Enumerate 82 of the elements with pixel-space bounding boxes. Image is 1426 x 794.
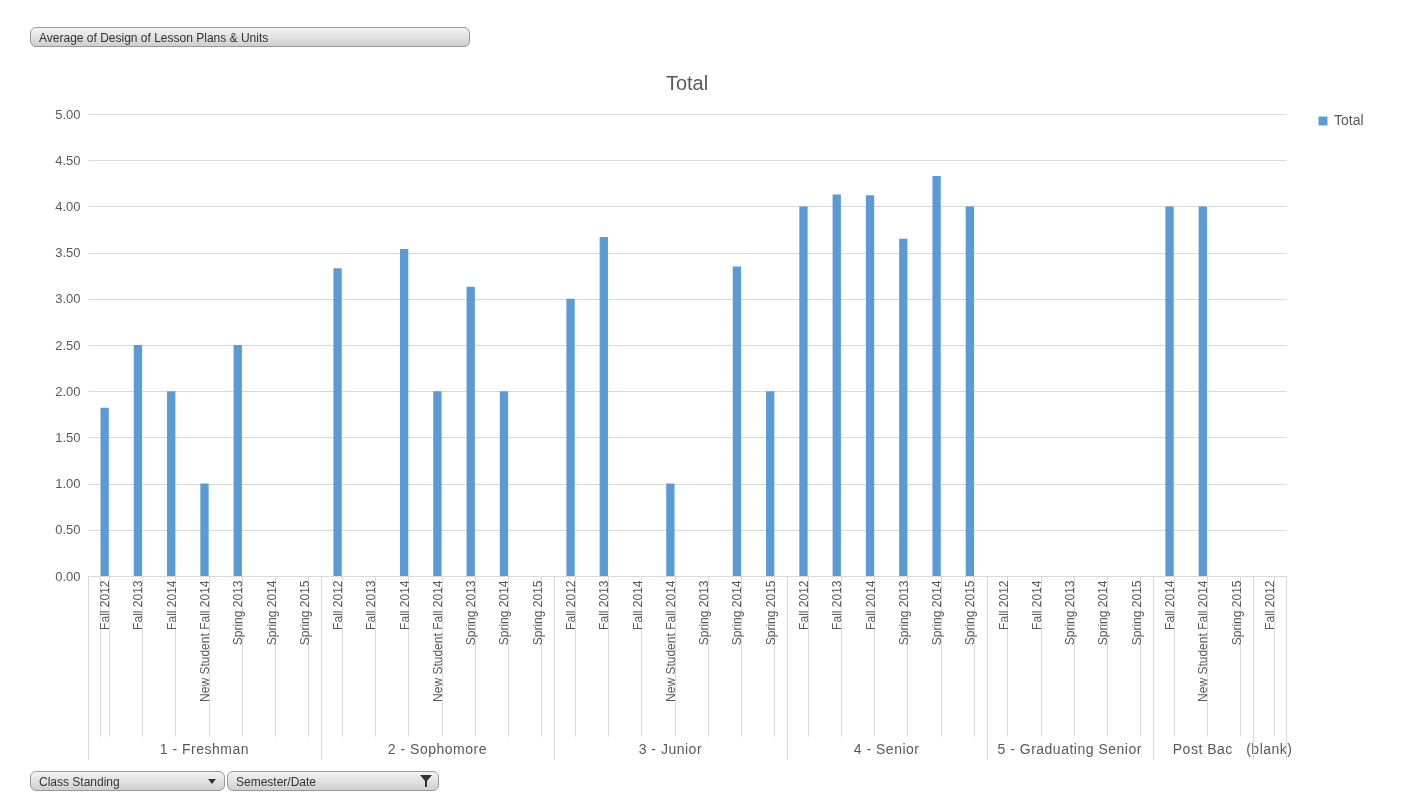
x-tick-label: Fall 2013 bbox=[364, 580, 379, 630]
x-tick-label: Spring 2014 bbox=[497, 580, 512, 646]
x-tick-label: Fall 2012 bbox=[996, 580, 1011, 630]
bar bbox=[766, 391, 775, 576]
y-tick-label: 4.50 bbox=[55, 152, 81, 168]
bar bbox=[566, 298, 575, 576]
bar bbox=[466, 286, 475, 576]
x-tick-label: Fall 2014 bbox=[863, 580, 878, 630]
x-tick-label: New Student Fall 2014 bbox=[663, 580, 678, 702]
y-tick-label: 3.00 bbox=[55, 291, 81, 307]
text: 4 - Senior bbox=[853, 741, 920, 757]
x-tick-label: New Student Fall 2014 bbox=[1196, 580, 1211, 702]
y-tick-label: 1.50 bbox=[55, 429, 81, 445]
bar bbox=[965, 206, 975, 576]
bar bbox=[932, 175, 941, 576]
x-tick-label: Spring 2015 bbox=[530, 580, 545, 646]
x-tick-label: Spring 2014 bbox=[264, 580, 279, 646]
bar bbox=[100, 407, 109, 576]
x-tick-label: Fall 2014 bbox=[630, 580, 645, 630]
text: (blank) bbox=[1246, 741, 1293, 757]
x-tick-label: Fall 2012 bbox=[564, 580, 579, 630]
bar bbox=[133, 345, 143, 576]
bar bbox=[899, 238, 908, 576]
bar bbox=[200, 483, 209, 576]
bar bbox=[1198, 206, 1207, 576]
text: 3 - Junior bbox=[638, 741, 703, 757]
x-tick-label: Spring 2014 bbox=[930, 580, 945, 646]
x-tick-label: Fall 2012 bbox=[1262, 580, 1277, 630]
x-tick-label: Spring 2015 bbox=[297, 580, 312, 646]
x-tick-label: Spring 2013 bbox=[464, 580, 479, 646]
y-tick-label: 3.50 bbox=[55, 245, 81, 261]
y-tick-label: 2.50 bbox=[55, 337, 81, 353]
x-tick-label: Spring 2014 bbox=[1096, 580, 1111, 646]
x-tick-label: Fall 2013 bbox=[131, 580, 146, 630]
x-tick-label: Spring 2015 bbox=[963, 580, 978, 646]
x-tick-label: Fall 2014 bbox=[397, 580, 412, 630]
y-tick-label: 0.00 bbox=[55, 568, 81, 584]
x-tick-label: Fall 2014 bbox=[1163, 580, 1178, 630]
x-tick-label: Spring 2015 bbox=[1229, 580, 1244, 646]
bar bbox=[832, 194, 841, 576]
bar bbox=[599, 236, 608, 576]
x-tick-label: Spring 2013 bbox=[1063, 580, 1078, 646]
x-tick-label: Spring 2015 bbox=[763, 580, 778, 646]
chart-title: Total bbox=[665, 72, 709, 94]
bar bbox=[799, 206, 808, 576]
bar bbox=[1165, 206, 1174, 576]
bar bbox=[732, 266, 742, 576]
x-tick-label: Fall 2013 bbox=[597, 580, 612, 630]
x-tick-label: Spring 2014 bbox=[730, 580, 745, 646]
text: 2 - Sophomore bbox=[387, 741, 487, 757]
x-tick-label: New Student Fall 2014 bbox=[430, 580, 445, 702]
bar bbox=[167, 391, 176, 576]
x-tick-label: New Student Fall 2014 bbox=[197, 580, 212, 702]
x-tick-label: Spring 2015 bbox=[1129, 580, 1144, 646]
y-tick-label: 5.00 bbox=[55, 106, 81, 122]
text: Semester/Date bbox=[227, 771, 439, 791]
bar bbox=[499, 391, 509, 576]
x-tick-label: Fall 2014 bbox=[1029, 580, 1044, 630]
x-tick-label: Fall 2012 bbox=[98, 580, 113, 630]
y-tick-label: 0.50 bbox=[55, 522, 81, 538]
bar bbox=[865, 195, 875, 576]
x-tick-label: Fall 2014 bbox=[164, 580, 179, 630]
x-tick-label: Spring 2013 bbox=[896, 580, 911, 646]
x-tick-label: Spring 2013 bbox=[231, 580, 246, 646]
y-tick-label: 1.00 bbox=[55, 476, 81, 492]
y-tick-label: 4.00 bbox=[55, 198, 81, 214]
text: Class Standing bbox=[30, 771, 225, 791]
text: 5 - Graduating Senior bbox=[997, 741, 1142, 757]
x-tick-label: Fall 2012 bbox=[331, 580, 346, 630]
text: Average of Design of Lesson Plans & Units bbox=[30, 27, 470, 47]
bar bbox=[399, 248, 409, 576]
x-tick-label: Spring 2013 bbox=[697, 580, 712, 646]
bar bbox=[433, 391, 442, 576]
bar bbox=[333, 268, 342, 576]
y-tick-label: 2.00 bbox=[55, 383, 81, 399]
bar bbox=[233, 345, 242, 576]
text: 1 - Freshman bbox=[159, 741, 250, 757]
x-tick-label: Fall 2012 bbox=[796, 580, 811, 630]
legend-label: Total bbox=[1334, 112, 1364, 128]
text: Post Bac bbox=[1172, 741, 1233, 757]
bar bbox=[666, 483, 675, 576]
x-tick-label: Fall 2013 bbox=[830, 580, 845, 630]
